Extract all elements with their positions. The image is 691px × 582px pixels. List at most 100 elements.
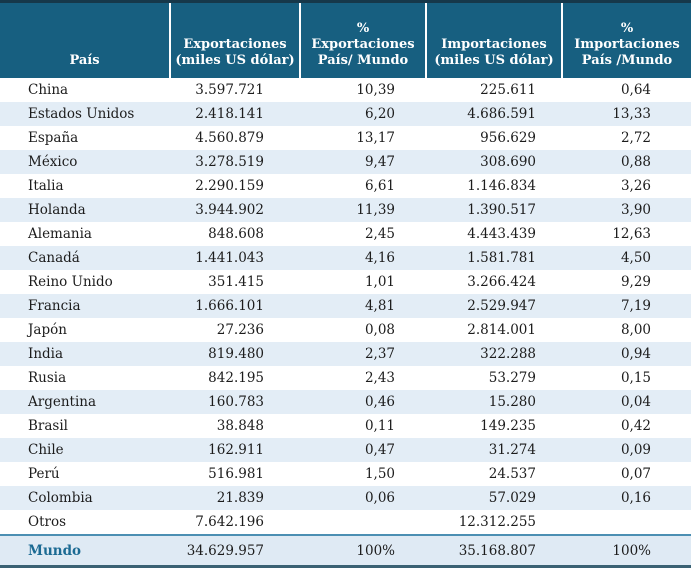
exports-value: 842.195 xyxy=(208,370,264,386)
imports-value: 149.235 xyxy=(480,418,536,434)
exports-value: 819.480 xyxy=(170,342,300,366)
exports-value: 516.981 xyxy=(208,466,264,482)
country-name: Perú xyxy=(28,466,60,482)
column-header-exportaciones: Exportaciones (miles US dólar) xyxy=(170,0,301,78)
imports-percent: 3,26 xyxy=(620,178,651,194)
imports-percent: 0,07 xyxy=(620,466,651,482)
imports-percent: 12,63 xyxy=(612,226,651,242)
table-row: Chile 162.911 0,47 31.274 0,09 xyxy=(0,438,691,462)
table-row: Estados Unidos 2.418.141 6,20 4.686.591 13,3… xyxy=(0,102,691,126)
exports-value: 3.597.721 xyxy=(195,82,264,98)
country-name: Francia xyxy=(0,294,170,318)
table-row: México 3.278.519 9,47 308.690 0,88 xyxy=(0,150,691,174)
exports-value: 7.642.196 xyxy=(195,514,264,530)
country-name: Estados Unidos xyxy=(0,102,170,126)
table-row: Holanda 3.944.902 11,39 1.390.517 3,90 xyxy=(0,198,691,222)
imports-percent: 9,29 xyxy=(620,274,651,290)
imports-percent: 0,16 xyxy=(562,486,691,510)
imports-value: 57.029 xyxy=(426,486,562,510)
imports-percent: 0,04 xyxy=(562,390,691,414)
world-total-row: Mundo 34.629.957 100% 35.168.807 100% xyxy=(0,534,691,568)
imports-value: 1.146.834 xyxy=(467,178,536,194)
imports-value: 1.581.781 xyxy=(426,246,562,270)
table-footer: Mundo 34.629.957 100% 35.168.807 100% xyxy=(0,534,691,568)
exports-percent xyxy=(300,510,426,535)
imports-value: 308.690 xyxy=(426,150,562,174)
imports-value: 2.529.947 xyxy=(426,294,562,318)
header-row: País Exportaciones (miles US dólar) % Ex… xyxy=(0,0,691,78)
imports-value: 956.629 xyxy=(480,130,536,146)
imports-percent: 0,42 xyxy=(620,418,651,434)
country-name: Alemania xyxy=(28,226,92,242)
imports-value: 4.443.439 xyxy=(467,226,536,242)
exports-value: 351.415 xyxy=(208,274,264,290)
country-name: China xyxy=(28,82,69,98)
exports-percent: 13,17 xyxy=(356,130,395,146)
column-header-pais: País xyxy=(0,0,171,78)
imports-value: 24.537 xyxy=(488,466,536,482)
exports-percent: 2,45 xyxy=(364,226,395,242)
exports-percent: 9,47 xyxy=(300,150,426,174)
column-header-importaciones: Importaciones (miles US dólar) xyxy=(426,0,563,78)
exports-percent: 1,01 xyxy=(364,274,395,290)
table-row: Perú 516.981 1,50 24.537 0,07 xyxy=(0,462,691,486)
exports-percent: 0,08 xyxy=(364,322,395,338)
exports-value: 1.666.101 xyxy=(170,294,300,318)
table-body: China 3.597.721 10,39 225.611 0,64 Estados Un… xyxy=(0,78,691,535)
imports-percent: 4,50 xyxy=(562,246,691,270)
table-row: Francia 1.666.101 4,81 2.529.947 7,19 xyxy=(0,294,691,318)
world-imports-total: 35.168.807 xyxy=(426,534,562,568)
exports-percent: 1,50 xyxy=(364,466,395,482)
country-name: España xyxy=(28,130,79,146)
imports-percent: 2,72 xyxy=(620,130,651,146)
exports-percent: 6,20 xyxy=(300,102,426,126)
country-name: Argentina xyxy=(0,390,170,414)
exports-percent: 0,11 xyxy=(364,418,395,434)
table-row: Rusia 842.195 2,43 53.279 0,15 xyxy=(0,366,691,390)
table-row: Argentina 160.783 0,46 15.280 0,04 xyxy=(0,390,691,414)
table-row: Canadá 1.441.043 4,16 1.581.781 4,50 xyxy=(0,246,691,270)
imports-value: 15.280 xyxy=(426,390,562,414)
exports-percent: 6,61 xyxy=(364,178,395,194)
world-total-label: Mundo xyxy=(0,534,170,568)
column-header-pct-exportaciones: % Exportaciones País/ Mundo xyxy=(300,0,427,78)
imports-value: 3.266.424 xyxy=(467,274,536,290)
exports-value: 2.418.141 xyxy=(170,102,300,126)
imports-percent: 3,90 xyxy=(562,198,691,222)
table-row: España 4.560.879 13,17 956.629 2,72 xyxy=(0,126,691,150)
imports-percent: 0,88 xyxy=(562,150,691,174)
world-imports-percent-total: 100% xyxy=(562,534,691,568)
country-name: Rusia xyxy=(28,370,67,386)
imports-value: 2.814.001 xyxy=(467,322,536,338)
imports-percent: 13,33 xyxy=(562,102,691,126)
table-row: Reino Unido 351.415 1,01 3.266.424 9,29 xyxy=(0,270,691,294)
exports-value: 4.560.879 xyxy=(195,130,264,146)
country-name: México xyxy=(0,150,170,174)
exports-value: 27.236 xyxy=(216,322,264,338)
exports-percent: 10,39 xyxy=(356,82,395,98)
imports-value: 322.288 xyxy=(426,342,562,366)
exports-value: 3.278.519 xyxy=(170,150,300,174)
imports-percent: 0,09 xyxy=(562,438,691,462)
table-header: País Exportaciones (miles US dólar) % Ex… xyxy=(0,0,691,78)
exports-percent: 0,46 xyxy=(300,390,426,414)
imports-value: 53.279 xyxy=(488,370,536,386)
table-row: India 819.480 2,37 322.288 0,94 xyxy=(0,342,691,366)
country-name: Chile xyxy=(0,438,170,462)
country-name: Holanda xyxy=(0,198,170,222)
world-exports-total: 34.629.957 xyxy=(170,534,300,568)
exports-value: 38.848 xyxy=(216,418,264,434)
table-row: China 3.597.721 10,39 225.611 0,64 xyxy=(0,78,691,102)
exports-percent: 4,16 xyxy=(300,246,426,270)
imports-value: 1.390.517 xyxy=(426,198,562,222)
imports-percent: 0,15 xyxy=(620,370,651,386)
exports-value: 162.911 xyxy=(170,438,300,462)
imports-value: 4.686.591 xyxy=(426,102,562,126)
imports-value: 225.611 xyxy=(480,82,536,98)
exports-value: 2.290.159 xyxy=(195,178,264,194)
table-row: Colombia 21.839 0,06 57.029 0,16 xyxy=(0,486,691,510)
table-row: Japón 27.236 0,08 2.814.001 8,00 xyxy=(0,318,691,342)
column-header-pct-importaciones: % Importaciones País /Mundo xyxy=(562,0,691,78)
imports-percent: 8,00 xyxy=(620,322,651,338)
